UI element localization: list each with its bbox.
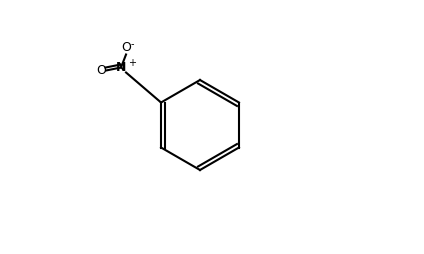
Text: O: O [121,41,131,54]
Text: N: N [116,61,126,74]
Text: -: - [130,40,134,50]
Text: +: + [128,57,136,68]
Text: O: O [96,64,106,77]
